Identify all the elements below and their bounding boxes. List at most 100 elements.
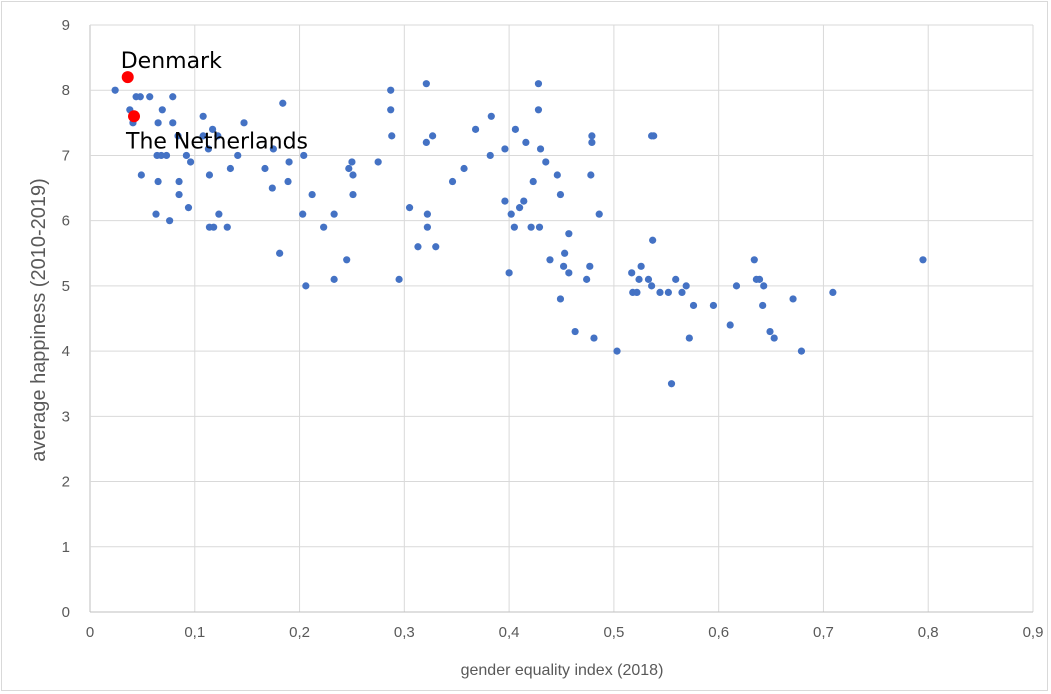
data-point <box>583 275 591 283</box>
data-point <box>515 204 524 212</box>
data-point <box>685 334 693 342</box>
data-point <box>343 256 351 264</box>
highlight-label: The Netherlands <box>125 129 308 154</box>
data-point <box>487 112 495 120</box>
x-tick-label: 0,7 <box>813 624 834 641</box>
data-point <box>511 125 519 133</box>
data-point <box>302 282 310 290</box>
data-point <box>175 177 183 186</box>
data-point <box>770 334 778 342</box>
x-tick-label: 0,1 <box>184 624 205 641</box>
data-point <box>565 269 573 277</box>
data-point <box>261 164 269 173</box>
x-tick-label: 0,6 <box>708 624 729 641</box>
data-point <box>210 223 218 231</box>
data-point <box>682 282 690 290</box>
data-point <box>542 158 550 166</box>
data-point <box>348 158 356 166</box>
data-point <box>320 223 328 231</box>
data-point <box>613 347 621 355</box>
data-point <box>234 151 242 160</box>
data-point <box>760 282 768 290</box>
data-point <box>158 106 166 114</box>
data-point <box>308 190 316 199</box>
data-point <box>395 275 403 283</box>
data-point <box>345 164 353 173</box>
data-point <box>520 197 528 205</box>
data-point <box>137 171 145 179</box>
data-point <box>536 145 545 153</box>
data-point <box>186 158 195 166</box>
data-point <box>649 236 657 244</box>
y-axis-title: average happiness (2010-2019) <box>28 178 50 462</box>
data-point <box>559 262 568 270</box>
data-point <box>215 210 223 218</box>
data-point <box>432 243 440 251</box>
data-point <box>208 125 217 133</box>
data-point <box>300 151 308 160</box>
data-point <box>423 210 431 218</box>
data-point <box>534 80 543 88</box>
data-point <box>590 334 598 342</box>
data-point <box>726 321 734 329</box>
data-point <box>571 327 579 336</box>
data-point <box>501 197 509 205</box>
data-point <box>919 256 927 264</box>
data-point <box>561 249 569 257</box>
data-point <box>429 132 437 140</box>
x-tick-label: 0 <box>86 624 94 641</box>
data-point <box>732 282 741 290</box>
data-point <box>678 288 686 297</box>
data-point <box>299 210 307 218</box>
data-point <box>755 275 764 283</box>
data-point <box>146 93 154 101</box>
data-point <box>829 288 837 297</box>
x-axis-title: gender equality index (2018) <box>461 662 664 679</box>
data-point <box>501 145 509 153</box>
data-point <box>471 125 480 133</box>
data-point <box>279 99 287 107</box>
data-point <box>644 275 653 283</box>
data-point <box>157 151 165 160</box>
data-point <box>588 132 596 140</box>
data-point <box>405 204 414 212</box>
highlighted-points: Denmark The Netherlands <box>121 49 308 154</box>
data-point <box>635 275 643 283</box>
data-point <box>650 132 658 140</box>
data-point <box>637 262 645 270</box>
data-point <box>527 223 535 231</box>
data-point <box>448 177 457 186</box>
data-point <box>284 177 292 186</box>
data-point <box>672 275 680 283</box>
data-point <box>205 171 214 179</box>
data-point <box>199 132 207 140</box>
data-point <box>182 151 190 160</box>
data-point <box>628 269 636 277</box>
x-tick-label: 0,8 <box>918 624 939 641</box>
y-tick-label: 6 <box>62 213 70 230</box>
data-point <box>330 275 338 283</box>
data-point <box>556 190 565 199</box>
x-tick-label: 0,5 <box>603 624 624 641</box>
y-tick-label: 5 <box>62 278 70 295</box>
data-point <box>154 177 162 186</box>
data-point <box>789 295 797 303</box>
x-axis-ticks: 0 0,1 0,2 0,3 0,4 0,5 0,6 0,7 0,8 0,9 <box>86 624 1044 641</box>
data-point <box>136 93 144 101</box>
x-tick-label: 0,2 <box>289 624 310 641</box>
data-point <box>268 184 276 192</box>
data-point <box>214 132 222 140</box>
data-point <box>152 210 160 218</box>
y-axis-ticks: 0 1 2 3 4 5 6 7 8 9 <box>62 17 70 621</box>
data-point <box>553 171 561 179</box>
data-point <box>374 158 382 166</box>
data-point <box>169 119 177 127</box>
highlight-point <box>121 71 134 84</box>
data-point <box>269 145 277 153</box>
data-point <box>522 138 530 146</box>
y-tick-label: 8 <box>62 82 70 99</box>
data-point <box>750 256 758 264</box>
data-point <box>664 288 672 297</box>
data-point <box>223 223 231 231</box>
